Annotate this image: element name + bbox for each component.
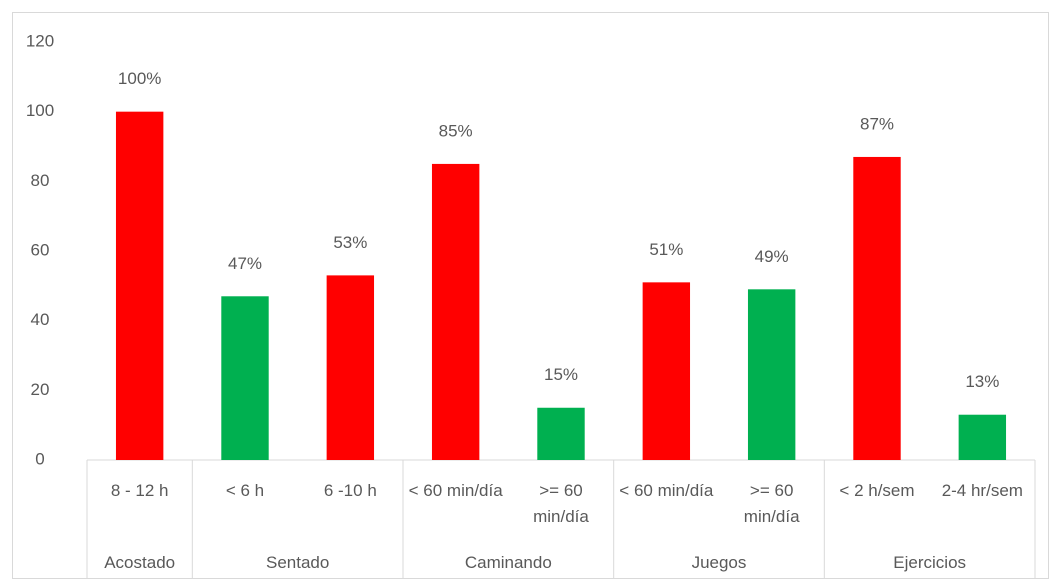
x-tick-label: >= 60 min/día [533, 481, 589, 526]
group-label: Juegos [691, 553, 747, 572]
bar [115, 111, 164, 461]
value-label: 53% [333, 233, 367, 252]
x-tick-label: < 60 min/día [408, 481, 503, 500]
value-label: 100% [118, 69, 161, 88]
y-tick-label: 60 [31, 240, 50, 259]
value-label: 47% [228, 254, 262, 273]
x-tick-label: 2-4 hr/sem [941, 481, 1023, 500]
x-tick-label: < 60 min/día [619, 481, 714, 500]
bar [221, 296, 269, 460]
y-tick-label: 40 [31, 310, 50, 329]
bar [853, 156, 901, 460]
y-tick-label: 80 [31, 171, 50, 190]
value-label: 51% [649, 240, 683, 259]
y-tick-label: 0 [35, 449, 44, 468]
y-tick-label: 120 [26, 31, 54, 50]
value-label: 85% [439, 121, 473, 140]
bar [642, 282, 691, 460]
x-tick-label: < 2 h/sem [839, 481, 915, 500]
value-label: 87% [860, 114, 894, 133]
value-label: 15% [544, 365, 578, 384]
bar [958, 414, 1007, 460]
bar [747, 289, 796, 460]
y-tick-label: 20 [31, 380, 50, 399]
value-label: 49% [755, 247, 789, 266]
chart-border [12, 12, 1049, 579]
bar [326, 275, 375, 460]
group-label: Caminando [464, 553, 552, 572]
y-tick-label: 100 [26, 101, 54, 120]
bar [537, 407, 585, 460]
group-label: Acostado [104, 553, 176, 572]
x-tick-label: < 6 h [225, 481, 265, 500]
group-label: Sentado [265, 553, 330, 572]
x-tick-label: >= 60 min/día [743, 481, 800, 526]
x-tick-label: 6 -10 h [323, 481, 377, 500]
group-label: Ejercicios [893, 553, 967, 572]
x-tick-label: 8 - 12 h [110, 481, 169, 500]
bar [431, 163, 480, 460]
value-label: 13% [965, 372, 999, 391]
